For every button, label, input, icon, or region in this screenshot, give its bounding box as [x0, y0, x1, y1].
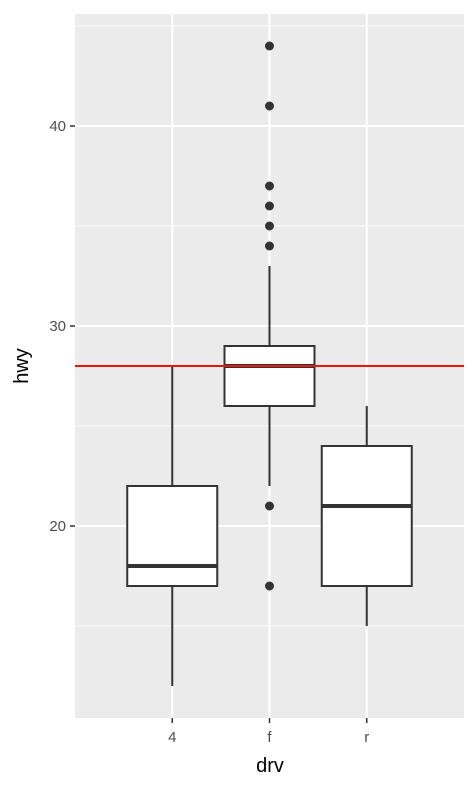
x-tick-label: 4	[168, 729, 176, 746]
outlier-point	[265, 501, 274, 511]
box-body	[320, 445, 413, 587]
x-axis-ticks: 4 f r	[168, 718, 369, 746]
boxes-layer	[126, 41, 413, 686]
box-4	[126, 366, 219, 686]
outlier-point	[265, 101, 274, 111]
x-tick-label: r	[364, 729, 369, 746]
box-body	[126, 485, 219, 587]
y-axis-title: hwy	[11, 348, 33, 384]
outlier-point	[265, 201, 274, 211]
outlier-point	[265, 221, 274, 231]
outlier-point	[265, 241, 274, 251]
box-r	[320, 406, 413, 626]
y-tick-label: 20	[49, 518, 66, 535]
y-tick-label: 40	[49, 118, 66, 135]
outlier-point	[265, 181, 274, 191]
x-tick-label: f	[267, 729, 272, 746]
x-axis-title: drv	[256, 755, 284, 777]
box-body	[223, 345, 316, 407]
outlier-point	[265, 581, 274, 591]
outlier-point	[265, 41, 274, 51]
y-tick-label: 30	[49, 318, 66, 335]
box-f	[223, 41, 316, 591]
y-axis-ticks: 20 30 40	[49, 118, 75, 535]
